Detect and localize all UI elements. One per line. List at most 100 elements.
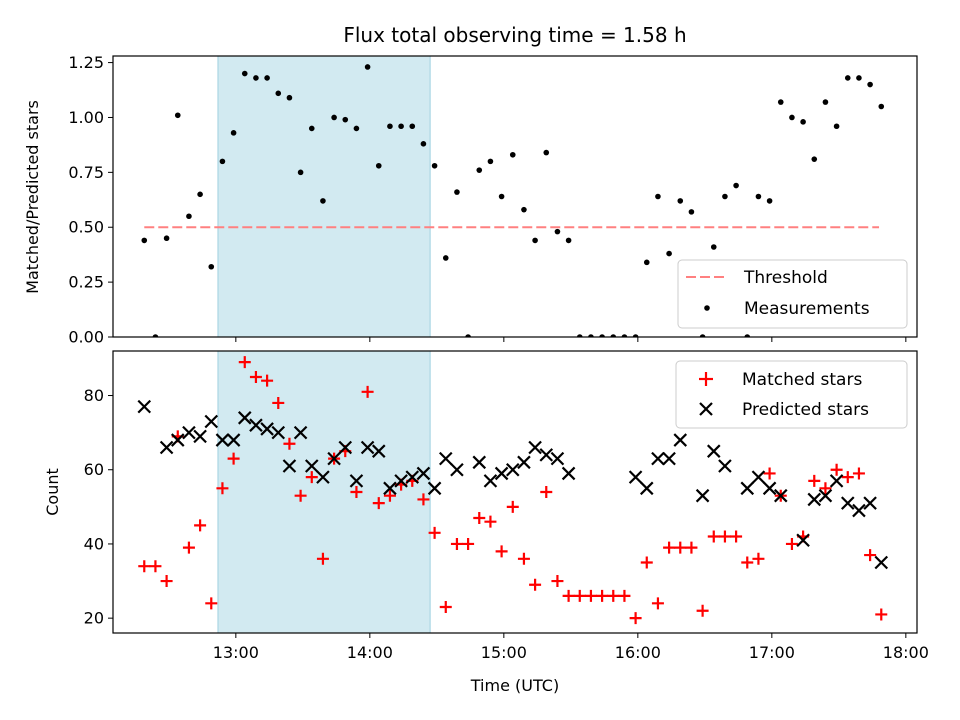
measurement-point [308,125,315,132]
measurement-point [186,213,192,220]
matched-star-point [685,541,698,554]
measurement-point [688,209,695,215]
predicted-star-point [327,451,341,466]
legend-matched-swatch [699,372,713,386]
matched-star-point [138,560,151,573]
predicted-star-point [394,474,408,488]
predicted-star-point [293,425,308,440]
predicted-star-point [215,433,230,447]
top-y-tick-label: 0.50 [68,218,104,237]
predicted-star-point [751,470,766,484]
predicted-star-point [316,470,330,484]
measurement-point [610,334,617,337]
measurement-point [197,191,203,198]
measurement-point [632,334,639,337]
legend-matched-label: Matched stars [742,370,862,390]
matched-star-point [428,526,441,539]
matched-star-point [584,589,597,602]
measurement-point [342,116,349,123]
matched-star-point [484,515,497,528]
predicted-star-point [237,411,252,425]
predicted-star-point [371,444,386,458]
matched-star-point [651,597,664,610]
predicted-star-point [170,433,185,447]
measurement-point [442,255,449,261]
matched-star-point [450,537,463,550]
matched-star-point [718,530,731,543]
measurement-point [867,81,873,88]
bottom-y-tick-label: 80 [84,386,104,405]
matched-star-point [785,537,798,550]
bottom-y-tick-label: 40 [84,534,104,553]
measurement-point [543,149,550,156]
measurement-point [163,235,170,242]
measurement-point [822,99,829,105]
measurement-point [755,193,762,200]
predicted-star-point [740,481,755,496]
legend-measurements-swatch [704,305,710,311]
matched-star-point [607,589,620,602]
measurement-point [878,103,885,110]
matched-star-point [663,541,676,554]
top-y-tick-label: 0.00 [68,328,104,347]
predicted-star-point [282,459,297,473]
measurement-point [554,228,561,235]
matched-star-point [752,552,765,565]
measurement-point [320,198,326,204]
bottom-x-tick-label: 18:00 [883,643,929,662]
measurement-point [666,250,672,257]
predicted-star-point [539,448,554,462]
measurement-point [498,193,505,200]
predicted-star-point [405,470,420,484]
bottom-y-tick-label: 20 [84,609,104,628]
predicted-star-point [762,481,777,496]
measurement-point [833,123,840,130]
matched-star-point [294,489,307,502]
measurement-point [777,99,784,105]
matched-star-point [473,511,486,524]
bottom-x-tick-label: 17:00 [749,643,795,662]
top-y-tick-label: 1.25 [68,53,104,72]
predicted-star-point [182,425,196,440]
matched-star-point [261,374,274,387]
predicted-star-point [159,440,174,455]
matched-star-point [316,552,329,565]
predicted-star-point [639,481,654,496]
predicted-star-point [137,399,152,414]
measurement-point [230,130,237,136]
predicted-star-point [874,555,889,570]
measurement-point [722,193,728,200]
matched-star-point [763,467,776,480]
measurement-point [264,75,270,81]
matched-star-point [238,356,251,369]
legend-predicted-swatch [699,402,713,416]
predicted-star-point [863,496,877,510]
measurement-point [152,334,159,337]
measurement-point [286,94,293,101]
measurement-point [710,244,717,250]
top-panel: 0.00 0.25 0.50 0.75 1.00 1.25 Matched/Predict… [23,53,918,347]
measurement-point [699,334,706,337]
predicted-star-point [528,440,542,455]
predicted-star-point [483,474,498,488]
predicted-star-point [628,470,643,484]
measurement-point [655,193,661,200]
top-chart-title: Flux total observing time = 1.58 h [343,23,686,47]
predicted-star-point [349,474,364,488]
matched-star-point [841,471,854,484]
top-y-tick-label: 0.75 [68,163,104,182]
measurement-point [208,263,215,270]
matched-star-point [629,612,642,625]
matched-star-point [696,604,709,617]
measurement-point [219,158,226,165]
matched-star-point [741,556,754,569]
predicted-star-point [818,488,833,503]
bottom-x-tick-label: 16:00 [615,643,661,662]
measurement-point [174,112,181,119]
predicted-star-point [360,440,375,455]
legend-predicted-label: Predicted stars [742,400,869,420]
measurement-point [744,334,751,337]
bottom-legend: Matched stars Predicted stars [675,360,908,429]
